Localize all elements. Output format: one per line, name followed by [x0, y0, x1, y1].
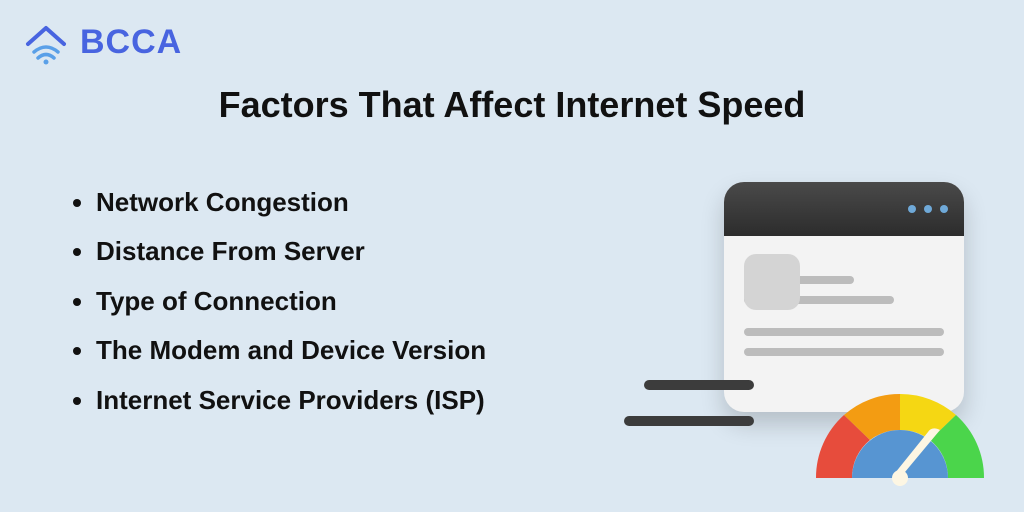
page-title: Factors That Affect Internet Speed	[219, 84, 806, 126]
list-item: Distance From Server	[96, 227, 486, 276]
text-line-icon	[744, 348, 944, 356]
speed-line-icon	[644, 380, 754, 390]
list-item: Type of Connection	[96, 277, 486, 326]
speed-graphic	[674, 162, 994, 482]
brand-name: BCCA	[80, 23, 182, 62]
browser-body	[724, 236, 964, 386]
logo-area: BCCA	[22, 18, 182, 66]
list-item: Internet Service Providers (ISP)	[96, 376, 486, 425]
window-dot-icon	[924, 205, 932, 213]
window-dot-icon	[940, 205, 948, 213]
gauge-icon	[800, 378, 1000, 488]
list-item: The Modem and Device Version	[96, 326, 486, 375]
window-dot-icon	[908, 205, 916, 213]
browser-bar	[724, 182, 964, 236]
speed-line-icon	[624, 416, 754, 426]
factors-list: Network Congestion Distance From Server …	[68, 178, 486, 425]
list-item: Network Congestion	[96, 178, 486, 227]
text-line-icon	[744, 328, 944, 336]
house-wifi-icon	[22, 18, 70, 66]
placeholder-thumb-icon	[744, 254, 800, 310]
